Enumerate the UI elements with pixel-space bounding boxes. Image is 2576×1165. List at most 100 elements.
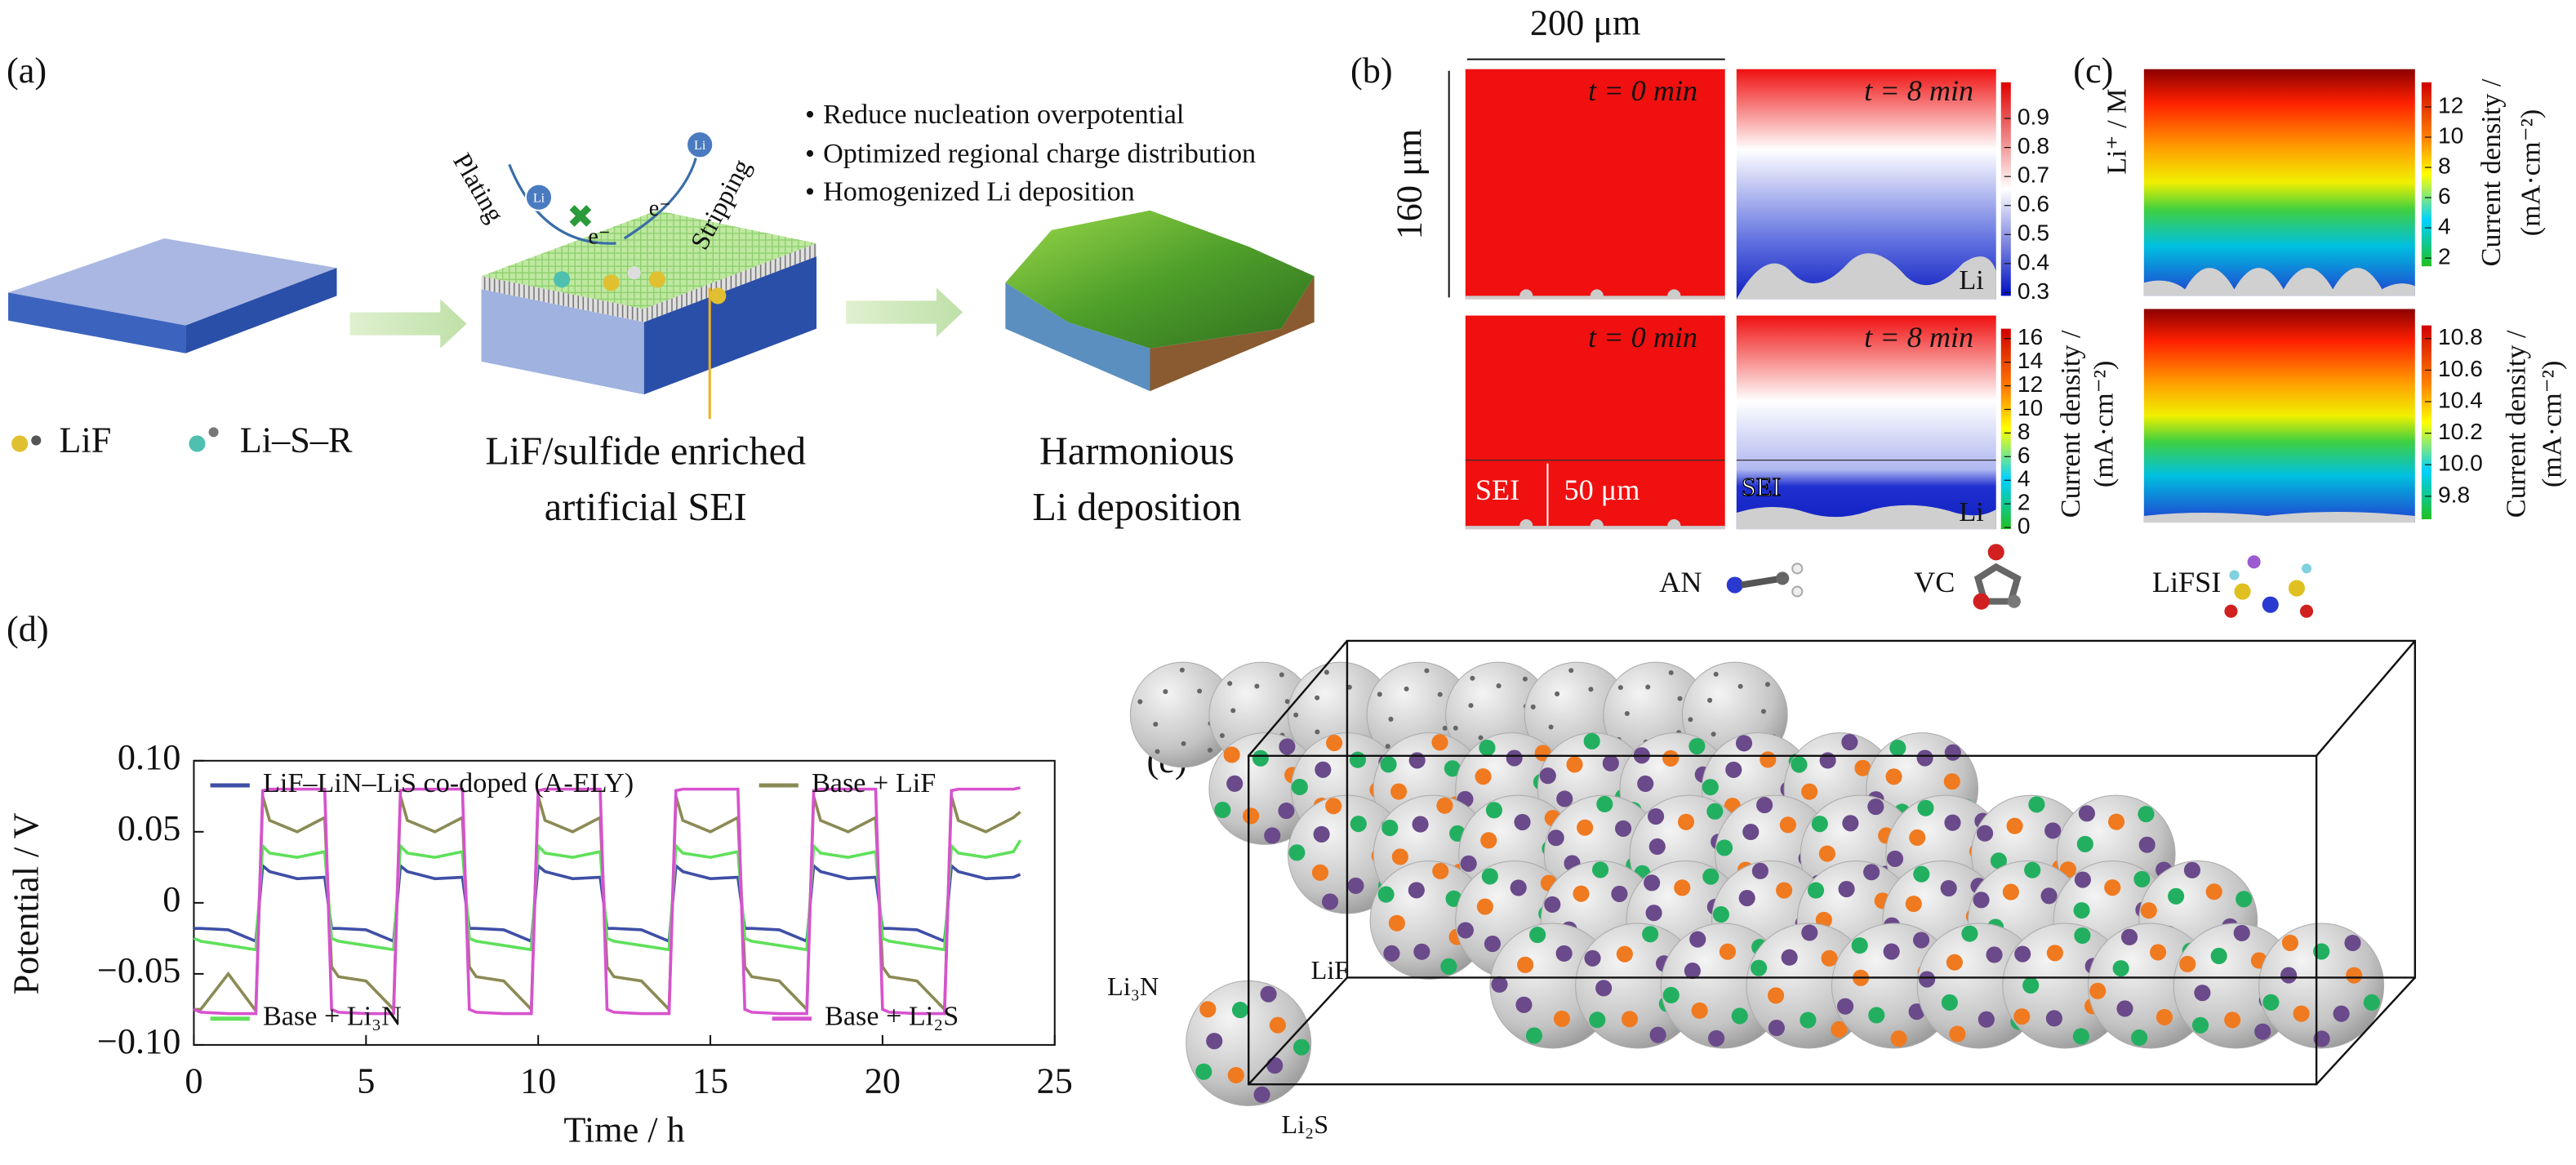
x-tick-label: 0 bbox=[185, 1061, 202, 1101]
particle-dot bbox=[1553, 1010, 1571, 1027]
particle-dot bbox=[1326, 735, 1343, 752]
particle-dot bbox=[1539, 767, 1556, 785]
particle-dot bbox=[1385, 744, 1390, 749]
colorbar-tick-label: 10.0 bbox=[2438, 451, 2483, 476]
field-map bbox=[1465, 69, 1725, 300]
colorbar bbox=[2421, 325, 2431, 520]
particle-dot bbox=[1867, 798, 1884, 816]
particle-dot bbox=[2046, 945, 2063, 962]
slab-side bbox=[481, 289, 644, 395]
panel-b: (b) 200 μm 160 μm t = 0 min t = 8 min t … bbox=[1350, 3, 2119, 539]
particle-dot bbox=[1602, 754, 1619, 771]
dendrite bbox=[1736, 253, 1996, 300]
molecule bbox=[710, 287, 727, 305]
particle-dot bbox=[1436, 797, 1453, 814]
bullet-text: Reduce nucleation overpotential bbox=[823, 100, 1184, 130]
colorbar-tick-label: 10 bbox=[2018, 395, 2043, 420]
particle-dot bbox=[1555, 691, 1560, 696]
particle-dot bbox=[1909, 829, 1926, 847]
arrow bbox=[349, 299, 467, 349]
particle-dot bbox=[1266, 1057, 1284, 1074]
particle-dot bbox=[1645, 905, 1662, 922]
particle-dot bbox=[1347, 877, 1364, 894]
particle-dot bbox=[1691, 1002, 1708, 1019]
colorbar-label: (mA·cm⁻²) bbox=[2538, 361, 2568, 487]
legend-label: Li–S–R bbox=[240, 420, 353, 460]
particle-dot bbox=[1645, 684, 1651, 690]
particle-dot bbox=[1485, 802, 1502, 819]
particle-dot bbox=[1677, 813, 1695, 830]
colorbar-tick-label: 16 bbox=[2018, 324, 2043, 349]
particle-dot bbox=[1530, 704, 1536, 709]
colorbar-label: Current density / bbox=[2056, 330, 2086, 518]
colorbar-tick-label: 0.8 bbox=[2018, 133, 2049, 158]
particle-dot bbox=[1596, 795, 1613, 813]
sei-label: SEI bbox=[1475, 474, 1519, 506]
particle-dot bbox=[2014, 945, 2031, 963]
particle-dot bbox=[2076, 835, 2093, 852]
particle-dot bbox=[1688, 717, 1693, 723]
colorbar-tick-label: 10.8 bbox=[2438, 324, 2483, 349]
particle-dot bbox=[2281, 934, 2298, 951]
particle-dot bbox=[1642, 926, 1659, 943]
simulation-box bbox=[1248, 639, 2417, 1086]
particle-dot bbox=[1735, 735, 1753, 752]
legend-label: Base + LiF bbox=[812, 768, 936, 798]
particle-dot bbox=[1831, 1020, 1848, 1038]
particle-dot bbox=[1776, 882, 1793, 899]
particle-dot bbox=[1440, 958, 1457, 975]
particle-dot bbox=[1315, 761, 1332, 778]
lisr-icon bbox=[189, 435, 206, 452]
particle-dot bbox=[2138, 836, 2156, 853]
legend-label: LiF bbox=[59, 420, 111, 460]
particle-dot bbox=[1555, 945, 1573, 962]
deposit bbox=[2143, 511, 2415, 523]
panel-label: (b) bbox=[1350, 51, 1393, 91]
particle-dot bbox=[1278, 803, 1295, 820]
particle-dot bbox=[2044, 822, 2062, 839]
particle-dot bbox=[1668, 669, 1674, 675]
particle-dot bbox=[1324, 669, 1329, 675]
particle-dot bbox=[1764, 682, 1770, 687]
particle-dot bbox=[1946, 954, 1963, 971]
particle-dot bbox=[1478, 735, 1484, 740]
particle-dot bbox=[2333, 1005, 2350, 1022]
particle-dot bbox=[1889, 740, 1906, 757]
colorbar-tick-label: 4 bbox=[2438, 214, 2451, 239]
particle-dot bbox=[1662, 749, 1680, 767]
bullet: • bbox=[805, 139, 815, 169]
caption: Li deposition bbox=[1032, 486, 1241, 529]
particle-dot bbox=[1388, 716, 1394, 722]
particle-dot bbox=[1457, 922, 1474, 939]
particle-dot bbox=[1548, 724, 1554, 730]
particle-dot bbox=[1617, 685, 1623, 691]
thickness-label: 50 μm bbox=[1564, 474, 1640, 506]
particle-dot bbox=[1291, 778, 1308, 796]
current-map bbox=[2143, 309, 2415, 523]
particle-dot bbox=[1868, 1007, 1885, 1024]
particle-dot bbox=[1863, 864, 1880, 881]
particle-dot bbox=[1731, 1007, 1748, 1025]
particle-dot bbox=[1742, 823, 1760, 841]
particle-dot bbox=[1254, 683, 1260, 689]
y-tick-label: −0.10 bbox=[97, 1021, 180, 1061]
colorbar-label: Current density / bbox=[2501, 330, 2531, 518]
particle-dot bbox=[1383, 945, 1400, 962]
particle-dot bbox=[1279, 738, 1296, 755]
particle-dot bbox=[1779, 816, 1796, 834]
molecule bbox=[554, 271, 571, 288]
plating-label: Plating bbox=[447, 148, 510, 227]
particle-dot bbox=[1391, 848, 1408, 865]
concentration-map bbox=[2143, 69, 2415, 296]
particle-dot bbox=[1260, 985, 1277, 1003]
particle-dot bbox=[1595, 980, 1613, 997]
sei-side bbox=[481, 276, 644, 322]
time-label: t = 0 min bbox=[1588, 74, 1697, 107]
bullet-text: Homogenized Li deposition bbox=[823, 176, 1135, 207]
colorbar-tick-label: 2 bbox=[2018, 490, 2031, 515]
particle-dot bbox=[2179, 955, 2196, 972]
particle-dot bbox=[1431, 734, 1448, 751]
particle-dot bbox=[2120, 928, 2138, 945]
terrain-side bbox=[1150, 276, 1315, 392]
particle-dot bbox=[1573, 885, 1590, 902]
